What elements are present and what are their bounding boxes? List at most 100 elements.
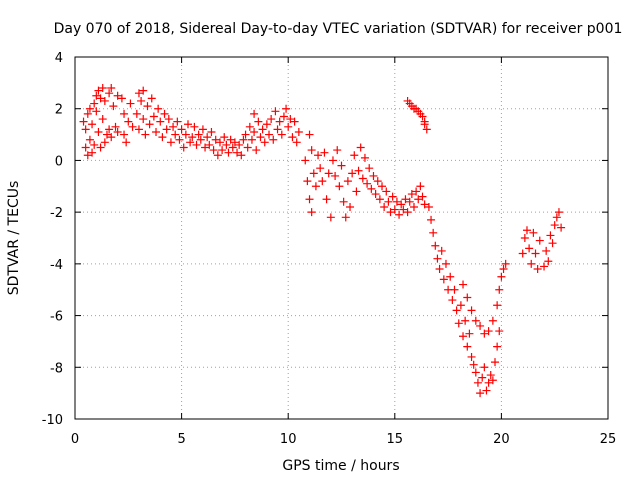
data-point <box>548 239 557 248</box>
data-point <box>305 130 314 139</box>
data-point <box>243 143 252 152</box>
data-point <box>269 135 278 144</box>
data-point <box>414 195 423 204</box>
data-point <box>207 127 216 136</box>
data-point <box>126 99 135 108</box>
data-point <box>79 117 88 126</box>
data-point <box>162 125 171 134</box>
data-point <box>409 202 418 211</box>
data-point <box>356 143 365 152</box>
data-point <box>533 265 542 274</box>
data-point <box>482 386 491 395</box>
data-point <box>194 130 203 139</box>
data-point <box>384 197 393 206</box>
data-point <box>341 213 350 222</box>
data-point <box>145 120 154 129</box>
data-point <box>495 327 504 336</box>
data-point <box>486 371 495 380</box>
data-point <box>198 125 207 134</box>
data-point <box>431 241 440 250</box>
data-point <box>107 133 116 142</box>
data-point <box>437 246 446 255</box>
data-point <box>171 130 180 139</box>
data-point <box>141 130 150 139</box>
data-point <box>92 107 101 116</box>
data-point <box>98 115 107 124</box>
data-point <box>250 109 259 118</box>
data-point <box>102 130 111 139</box>
data-point <box>85 135 94 144</box>
data-point <box>476 389 485 398</box>
data-point <box>399 205 408 214</box>
data-point <box>550 221 559 230</box>
data-point <box>480 363 489 372</box>
data-point <box>493 301 502 310</box>
data-point <box>134 125 143 134</box>
data-point <box>96 94 105 103</box>
data-point <box>429 228 438 237</box>
data-point <box>473 378 482 387</box>
data-point <box>520 234 529 242</box>
data-point <box>439 275 448 284</box>
data-point <box>544 257 553 266</box>
data-point <box>226 135 235 144</box>
data-point <box>375 195 384 204</box>
data-point <box>522 226 531 235</box>
data-point <box>388 192 397 201</box>
data-point <box>367 184 376 193</box>
data-point <box>83 151 92 160</box>
data-point <box>435 265 444 274</box>
data-point <box>201 143 210 152</box>
data-point <box>422 125 431 134</box>
data-point <box>491 358 500 367</box>
data-point <box>107 84 116 93</box>
data-point <box>452 306 461 315</box>
data-point <box>525 244 534 253</box>
data-point <box>461 316 470 325</box>
data-point <box>373 177 382 186</box>
data-point <box>124 117 133 126</box>
data-point <box>237 151 246 160</box>
data-point <box>286 115 295 124</box>
data-point <box>316 164 325 173</box>
y-tick-label: -2 <box>50 206 63 221</box>
data-point <box>218 146 227 155</box>
data-point <box>211 135 220 144</box>
data-point <box>320 148 329 157</box>
data-point <box>484 378 493 387</box>
y-tick-label: -6 <box>50 310 63 325</box>
data-point <box>81 125 90 134</box>
data-point <box>254 117 263 126</box>
data-point <box>132 109 141 118</box>
data-point <box>309 169 318 178</box>
data-point <box>416 182 425 191</box>
data-point <box>158 133 167 142</box>
x-tick-label: 20 <box>493 432 510 447</box>
x-tick-label: 0 <box>71 432 79 447</box>
data-point <box>83 109 92 118</box>
data-point <box>403 208 412 217</box>
data-point <box>365 164 374 173</box>
data-point <box>100 96 109 105</box>
data-point <box>209 146 218 155</box>
data-point <box>262 120 271 129</box>
data-point <box>480 329 489 338</box>
data-point <box>230 138 239 147</box>
data-points <box>79 84 566 398</box>
data-point <box>476 321 485 330</box>
data-point <box>390 205 399 214</box>
data-point <box>456 301 465 310</box>
x-axis-label: GPS time / hours <box>282 458 399 474</box>
data-point <box>271 107 280 116</box>
data-point <box>322 195 331 204</box>
data-point <box>179 143 188 152</box>
data-point <box>420 120 429 129</box>
data-point <box>401 195 410 204</box>
data-point <box>427 215 436 224</box>
data-point <box>397 200 406 209</box>
data-point <box>463 293 472 302</box>
data-point <box>328 156 337 165</box>
data-point <box>424 202 433 211</box>
data-point <box>418 192 427 201</box>
data-point <box>149 112 158 121</box>
